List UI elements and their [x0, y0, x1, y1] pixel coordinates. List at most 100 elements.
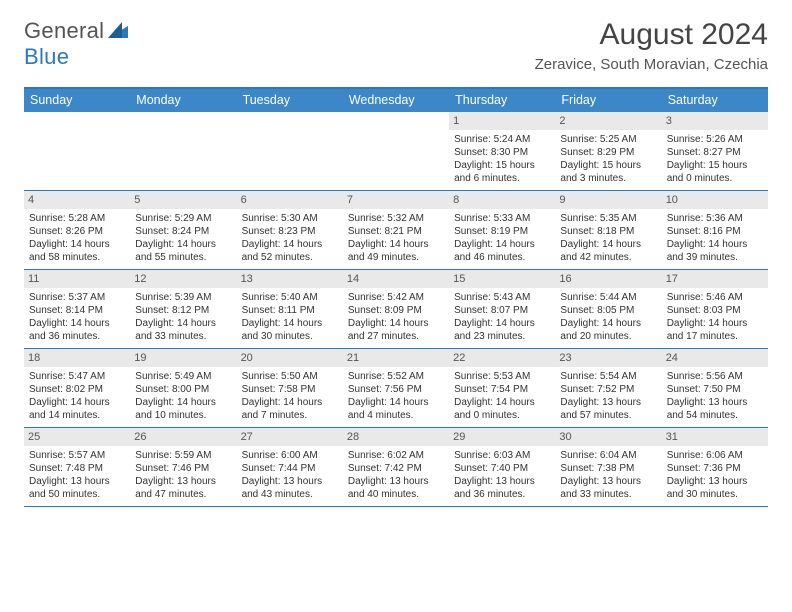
- day-number: 22: [449, 349, 555, 367]
- day-number: 17: [662, 270, 768, 288]
- calendar-day: 13Sunrise: 5:40 AMSunset: 8:11 PMDayligh…: [237, 270, 343, 348]
- day-number: 9: [555, 191, 661, 209]
- day-number: 13: [237, 270, 343, 288]
- calendar-day: 14Sunrise: 5:42 AMSunset: 8:09 PMDayligh…: [343, 270, 449, 348]
- sunset-text: Sunset: 8:14 PM: [29, 304, 126, 317]
- sunrise-text: Sunrise: 5:42 AM: [348, 291, 445, 304]
- calendar-day: [343, 112, 449, 190]
- calendar-day: 31Sunrise: 6:06 AMSunset: 7:36 PMDayligh…: [662, 428, 768, 506]
- sunset-text: Sunset: 7:40 PM: [454, 462, 551, 475]
- daylight-text: Daylight: 14 hours and 0 minutes.: [454, 396, 551, 422]
- sunrise-text: Sunrise: 6:03 AM: [454, 449, 551, 462]
- sunrise-text: Sunrise: 5:32 AM: [348, 212, 445, 225]
- calendar-day: 4Sunrise: 5:28 AMSunset: 8:26 PMDaylight…: [24, 191, 130, 269]
- day-number: 11: [24, 270, 130, 288]
- daylight-text: Daylight: 14 hours and 52 minutes.: [242, 238, 339, 264]
- calendar-day: 10Sunrise: 5:36 AMSunset: 8:16 PMDayligh…: [662, 191, 768, 269]
- day-number: 29: [449, 428, 555, 446]
- calendar-day: 22Sunrise: 5:53 AMSunset: 7:54 PMDayligh…: [449, 349, 555, 427]
- sunset-text: Sunset: 7:50 PM: [667, 383, 764, 396]
- daylight-text: Daylight: 14 hours and 23 minutes.: [454, 317, 551, 343]
- day-header: Sunday: [24, 89, 130, 112]
- calendar-day: 7Sunrise: 5:32 AMSunset: 8:21 PMDaylight…: [343, 191, 449, 269]
- daylight-text: Daylight: 14 hours and 58 minutes.: [29, 238, 126, 264]
- day-number: 3: [662, 112, 768, 130]
- sunset-text: Sunset: 8:18 PM: [560, 225, 657, 238]
- calendar-week: 11Sunrise: 5:37 AMSunset: 8:14 PMDayligh…: [24, 270, 768, 349]
- logo-mark: [108, 18, 128, 43]
- sunset-text: Sunset: 8:24 PM: [135, 225, 232, 238]
- day-number: 31: [662, 428, 768, 446]
- calendar-day: [24, 112, 130, 190]
- sunrise-text: Sunrise: 5:57 AM: [29, 449, 126, 462]
- daylight-text: Daylight: 13 hours and 47 minutes.: [135, 475, 232, 501]
- sunset-text: Sunset: 7:54 PM: [454, 383, 551, 396]
- calendar-day: 3Sunrise: 5:26 AMSunset: 8:27 PMDaylight…: [662, 112, 768, 190]
- daylight-text: Daylight: 13 hours and 30 minutes.: [667, 475, 764, 501]
- sunset-text: Sunset: 8:02 PM: [29, 383, 126, 396]
- sunrise-text: Sunrise: 5:35 AM: [560, 212, 657, 225]
- calendar-day: 1Sunrise: 5:24 AMSunset: 8:30 PMDaylight…: [449, 112, 555, 190]
- sunrise-text: Sunrise: 6:04 AM: [560, 449, 657, 462]
- calendar-day: 16Sunrise: 5:44 AMSunset: 8:05 PMDayligh…: [555, 270, 661, 348]
- sunset-text: Sunset: 8:05 PM: [560, 304, 657, 317]
- logo-text: General Blue: [24, 18, 128, 70]
- day-number: 27: [237, 428, 343, 446]
- sunrise-text: Sunrise: 6:00 AM: [242, 449, 339, 462]
- day-number: 8: [449, 191, 555, 209]
- calendar-week: 4Sunrise: 5:28 AMSunset: 8:26 PMDaylight…: [24, 191, 768, 270]
- day-header: Tuesday: [237, 89, 343, 112]
- sunrise-text: Sunrise: 5:46 AM: [667, 291, 764, 304]
- daylight-text: Daylight: 14 hours and 27 minutes.: [348, 317, 445, 343]
- sunrise-text: Sunrise: 5:50 AM: [242, 370, 339, 383]
- daylight-text: Daylight: 14 hours and 49 minutes.: [348, 238, 445, 264]
- sunset-text: Sunset: 8:11 PM: [242, 304, 339, 317]
- day-number: 21: [343, 349, 449, 367]
- calendar-day: [237, 112, 343, 190]
- calendar-day: 8Sunrise: 5:33 AMSunset: 8:19 PMDaylight…: [449, 191, 555, 269]
- daylight-text: Daylight: 13 hours and 33 minutes.: [560, 475, 657, 501]
- calendar-week: 18Sunrise: 5:47 AMSunset: 8:02 PMDayligh…: [24, 349, 768, 428]
- day-header: Wednesday: [343, 89, 449, 112]
- sunrise-text: Sunrise: 5:43 AM: [454, 291, 551, 304]
- sunrise-text: Sunrise: 5:33 AM: [454, 212, 551, 225]
- daylight-text: Daylight: 13 hours and 43 minutes.: [242, 475, 339, 501]
- day-number: 25: [24, 428, 130, 446]
- day-number: 26: [130, 428, 236, 446]
- calendar-day: 5Sunrise: 5:29 AMSunset: 8:24 PMDaylight…: [130, 191, 236, 269]
- sunrise-text: Sunrise: 5:44 AM: [560, 291, 657, 304]
- daylight-text: Daylight: 15 hours and 0 minutes.: [667, 159, 764, 185]
- day-number: 30: [555, 428, 661, 446]
- sunrise-text: Sunrise: 5:24 AM: [454, 133, 551, 146]
- calendar-day: 25Sunrise: 5:57 AMSunset: 7:48 PMDayligh…: [24, 428, 130, 506]
- sunrise-text: Sunrise: 5:26 AM: [667, 133, 764, 146]
- sunset-text: Sunset: 8:07 PM: [454, 304, 551, 317]
- daylight-text: Daylight: 15 hours and 3 minutes.: [560, 159, 657, 185]
- daylight-text: Daylight: 14 hours and 7 minutes.: [242, 396, 339, 422]
- day-number: 15: [449, 270, 555, 288]
- sunrise-text: Sunrise: 5:54 AM: [560, 370, 657, 383]
- title-block: August 2024 Zeravice, South Moravian, Cz…: [535, 18, 768, 73]
- day-number: 12: [130, 270, 236, 288]
- logo-word-1: General: [24, 18, 104, 43]
- day-number: 6: [237, 191, 343, 209]
- sunrise-text: Sunrise: 5:40 AM: [242, 291, 339, 304]
- calendar-day: 28Sunrise: 6:02 AMSunset: 7:42 PMDayligh…: [343, 428, 449, 506]
- day-header: Monday: [130, 89, 236, 112]
- day-number: 28: [343, 428, 449, 446]
- daylight-text: Daylight: 14 hours and 33 minutes.: [135, 317, 232, 343]
- day-header: Thursday: [449, 89, 555, 112]
- daylight-text: Daylight: 14 hours and 17 minutes.: [667, 317, 764, 343]
- sunset-text: Sunset: 8:19 PM: [454, 225, 551, 238]
- sunset-text: Sunset: 7:44 PM: [242, 462, 339, 475]
- calendar-day: 26Sunrise: 5:59 AMSunset: 7:46 PMDayligh…: [130, 428, 236, 506]
- sunset-text: Sunset: 8:09 PM: [348, 304, 445, 317]
- calendar-day: 23Sunrise: 5:54 AMSunset: 7:52 PMDayligh…: [555, 349, 661, 427]
- day-number: 7: [343, 191, 449, 209]
- calendar-day: 27 Sunrise: 6:00 AMSunset: 7:44 PMDayligh…: [237, 428, 343, 506]
- sunrise-text: Sunrise: 6:02 AM: [348, 449, 445, 462]
- sunset-text: Sunset: 7:58 PM: [242, 383, 339, 396]
- calendar-day: 2Sunrise: 5:25 AMSunset: 8:29 PMDaylight…: [555, 112, 661, 190]
- daylight-text: Daylight: 14 hours and 14 minutes.: [29, 396, 126, 422]
- daylight-text: Daylight: 13 hours and 57 minutes.: [560, 396, 657, 422]
